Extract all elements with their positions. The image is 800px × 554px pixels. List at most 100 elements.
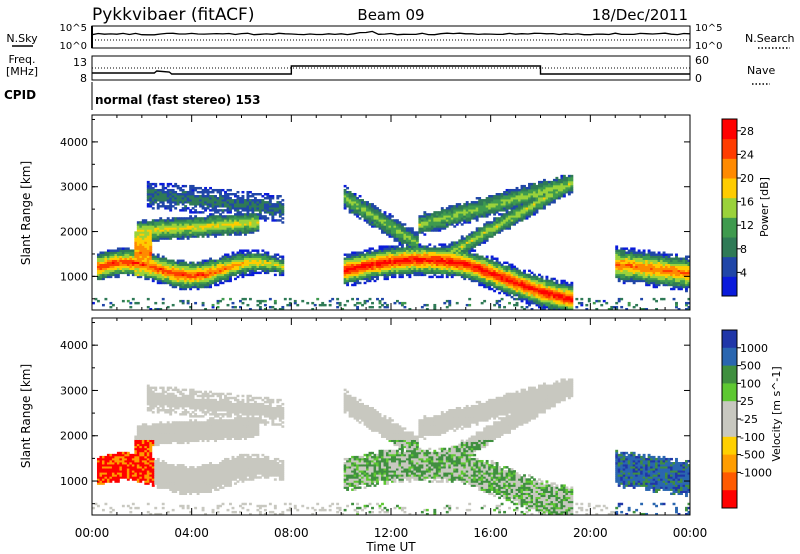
- power-echo-cell: [251, 199, 255, 202]
- power-echo-cell: [363, 263, 367, 267]
- power-echo-cell: [403, 251, 407, 254]
- power-echo-cell: [351, 205, 355, 208]
- power-echo-cell: [149, 245, 153, 248]
- nave-tick-top: 60: [695, 54, 709, 67]
- power-echo-cell: [258, 215, 262, 218]
- power-echo-cell: [184, 209, 188, 212]
- power-echo-cell: [106, 249, 110, 252]
- power-echo-cell: [475, 265, 479, 269]
- power-echo-cell: [273, 209, 277, 212]
- power-echo-cell: [341, 307, 345, 310]
- power-echo-cell: [450, 243, 454, 246]
- power-echo-cell: [473, 201, 477, 204]
- power-echo-cell: [530, 295, 534, 299]
- power-echo-cell: [266, 259, 270, 262]
- power-echo-cell: [490, 279, 494, 283]
- power-echo-cell: [146, 203, 150, 206]
- power-echo-cell: [201, 281, 205, 285]
- power-echo-cell: [253, 259, 257, 262]
- power-echo-cell: [505, 211, 509, 214]
- power-echo-cell: [189, 209, 193, 212]
- power-echo-cell: [530, 190, 534, 194]
- power-echo-cell: [281, 259, 285, 262]
- power-echo-cell: [176, 197, 180, 200]
- power-echo-cell: [273, 259, 277, 262]
- power-echo-cell: [560, 299, 564, 303]
- power-echo-cell: [473, 279, 477, 283]
- power-echo-cell: [171, 205, 175, 208]
- power-echo-cell: [368, 261, 372, 265]
- power-echo-cell: [161, 193, 165, 196]
- power-echo-cell: [408, 273, 412, 277]
- power-echo-cell: [258, 199, 262, 202]
- power-echo-cell: [219, 205, 222, 208]
- power-echo-cell: [161, 195, 165, 198]
- power-echo-cell: [505, 223, 509, 226]
- power-echo-cell: [508, 293, 511, 297]
- power-echo-cell: [438, 227, 442, 230]
- power-echo-cell: [393, 223, 397, 226]
- power-echo-cell: [535, 188, 539, 192]
- power-echo-cell: [224, 203, 227, 206]
- power-echo-cell: [258, 205, 262, 208]
- power-echo-cell: [478, 281, 482, 285]
- power-echo-cell: [465, 213, 469, 216]
- power-echo-cell: [224, 261, 227, 265]
- power-echo-cell: [124, 263, 128, 267]
- power-echo-cell: [151, 269, 155, 273]
- power-echo-cell: [276, 209, 280, 212]
- power-echo-cell: [430, 213, 434, 216]
- power-echo-cell: [141, 257, 145, 260]
- power-echo-cell: [445, 209, 449, 212]
- power-echo-cell: [460, 247, 464, 250]
- power-echo-cell: [239, 265, 242, 269]
- power-echo-cell: [189, 203, 193, 206]
- power-echo-cell: [149, 247, 153, 250]
- power-echo-cell: [111, 257, 115, 260]
- power-echo-cell: [518, 215, 521, 218]
- power-echo-cell: [547, 299, 551, 303]
- power-echo-cell: [358, 255, 362, 258]
- power-echo-cell: [201, 190, 205, 194]
- power-echo-cell: [555, 195, 559, 198]
- power-echo-cell: [261, 299, 265, 303]
- power-echo-cell: [371, 221, 374, 224]
- power-echo-cell: [201, 277, 205, 281]
- power-echo-cell: [505, 281, 509, 285]
- power-echo-cell: [627, 257, 631, 260]
- power-echo-cell: [528, 303, 531, 307]
- power-echo-cell: [194, 229, 198, 232]
- power-echo-cell: [488, 223, 492, 226]
- power-echo-cell: [131, 261, 135, 265]
- power-echo-cell: [166, 219, 170, 222]
- power-echo-cell: [361, 273, 364, 277]
- power-echo-cell: [154, 221, 158, 224]
- power-echo-cell: [353, 263, 357, 267]
- power-echo-cell: [433, 213, 437, 216]
- power-echo-cell: [119, 259, 123, 262]
- power-echo-cell: [393, 245, 397, 248]
- power-echo-cell: [144, 221, 148, 224]
- power-echo-cell: [448, 273, 452, 277]
- power-echo-cell: [403, 227, 407, 230]
- power-echo-cell: [253, 229, 257, 232]
- power-echo-cell: [224, 217, 227, 220]
- power-echo-cell: [151, 261, 155, 265]
- power-echo-cell: [191, 219, 195, 222]
- power-echo-cell: [169, 221, 173, 224]
- power-echo-cell: [508, 219, 511, 222]
- power-echo-cell: [483, 223, 487, 226]
- power-echo-cell: [495, 285, 499, 289]
- power-echo-cell: [191, 285, 195, 289]
- power-echo-cell: [552, 186, 556, 190]
- power-echo-cell: [141, 255, 145, 258]
- power-echo-cell: [186, 275, 190, 279]
- power-echo-cell: [565, 291, 569, 295]
- power-echo-cell: [109, 275, 113, 279]
- power-echo-cell: [423, 261, 427, 265]
- power-echo-cell: [488, 197, 492, 200]
- power-echo-cell: [141, 237, 145, 240]
- power-echo-cell: [216, 199, 220, 202]
- power-echo-cell: [620, 263, 624, 267]
- power-echo-cell: [418, 257, 422, 260]
